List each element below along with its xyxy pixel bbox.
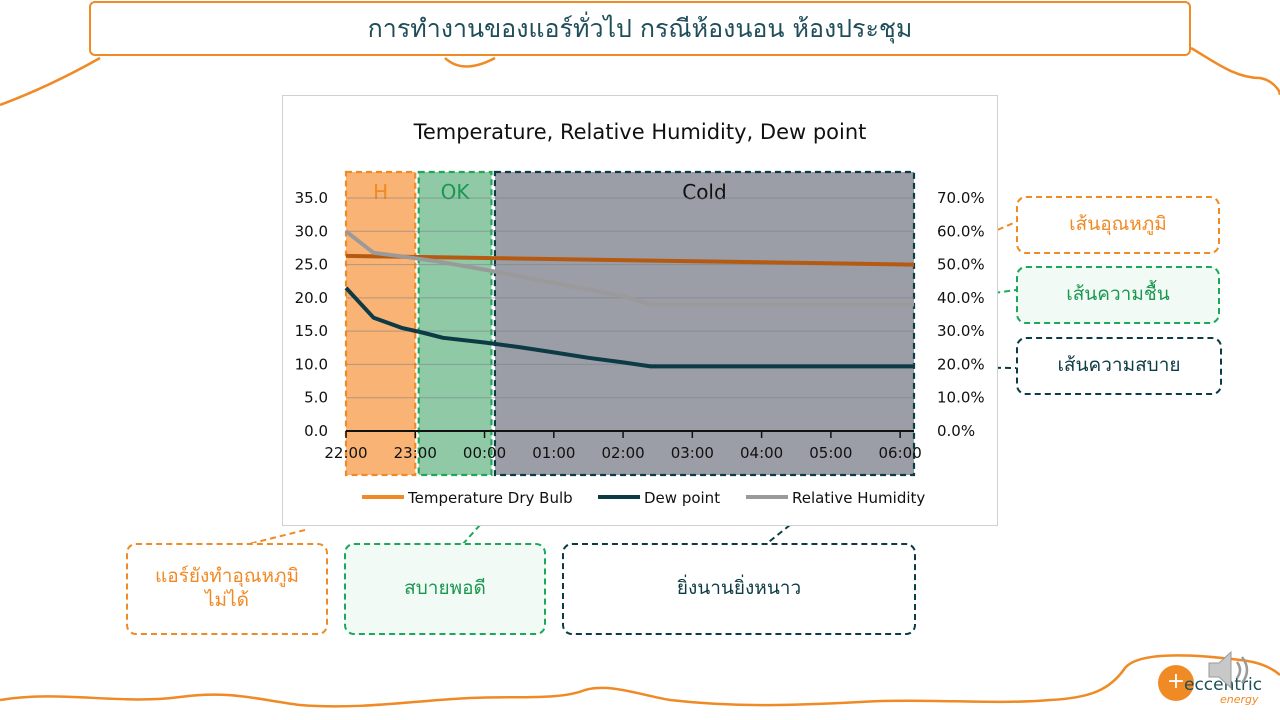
zone-label-2: Cold bbox=[682, 180, 726, 204]
slide-title: การทำงานของแอร์ทั่วไป กรณีห้องนอน ห้องปร… bbox=[89, 1, 1191, 56]
zone-ok-callout: สบายพอดี bbox=[344, 543, 546, 635]
y-right-tick-label: 0.0% bbox=[937, 422, 975, 440]
series-line-0 bbox=[345, 253, 915, 267]
y-right-tick-label: 10.0% bbox=[937, 389, 985, 407]
zone-label-1: OK bbox=[441, 180, 471, 204]
chart-series bbox=[344, 229, 915, 369]
y-left-tick-label: 10.0 bbox=[295, 355, 328, 373]
x-tick-label: 03:00 bbox=[671, 444, 714, 462]
y-left-tick-label: 5.0 bbox=[304, 389, 328, 407]
y-right-tick-label: 40.0% bbox=[937, 289, 985, 307]
y-left-tick-label: 25.0 bbox=[295, 256, 328, 274]
y-right-tick-label: 70.0% bbox=[937, 189, 985, 207]
zone-1 bbox=[417, 170, 493, 477]
series-line-2 bbox=[344, 229, 914, 307]
x-tick-label: 06:00 bbox=[879, 444, 922, 462]
logo-plus-icon: + bbox=[1158, 665, 1194, 701]
legend-label-1: Dew point bbox=[644, 489, 720, 507]
chart: H OK Cold 0.05.010.015.020.025.030.035.00.… bbox=[295, 120, 985, 507]
y-right-tick-label: 50.0% bbox=[937, 256, 985, 274]
x-tick-label: 02:00 bbox=[601, 444, 644, 462]
y-right-tick-label: 60.0% bbox=[937, 222, 985, 240]
y-left-tick-label: 15.0 bbox=[295, 322, 328, 340]
y-left-tick-label: 20.0 bbox=[295, 289, 328, 307]
y-right-tick-label: 20.0% bbox=[937, 355, 985, 373]
comfort-line-callout: เส้นความสบาย bbox=[1016, 337, 1222, 395]
zone-cold-callout: ยิ่งนานยิ่งหนาว bbox=[562, 543, 916, 635]
chart-legend: Temperature Dry Bulb Dew point Relative Hu… bbox=[362, 489, 925, 507]
chart-title: Temperature, Relative Humidity, Dew poin… bbox=[413, 120, 867, 144]
x-tick-label: 22:00 bbox=[324, 444, 367, 462]
x-tick-label: 04:00 bbox=[740, 444, 783, 462]
series-line-1 bbox=[344, 286, 914, 369]
y-left-tick-label: 30.0 bbox=[295, 222, 328, 240]
y-left-tick-label: 35.0 bbox=[295, 189, 328, 207]
y-right-tick-label: 30.0% bbox=[937, 322, 985, 340]
humidity-line-callout: เส้นความชื้น bbox=[1016, 266, 1220, 324]
zone-2 bbox=[493, 170, 916, 477]
logo-subtext: energy bbox=[1220, 693, 1259, 706]
zone-0 bbox=[344, 170, 417, 477]
zone-hot-callout: แอร์ยังทำอุณหภูมิ ไม่ได้ bbox=[126, 543, 328, 635]
legend-label-0: Temperature Dry Bulb bbox=[407, 489, 573, 507]
x-tick-label: 00:00 bbox=[463, 444, 506, 462]
temp-line-callout: เส้นอุณหภูมิ bbox=[1016, 196, 1220, 254]
x-tick-label: 05:00 bbox=[809, 444, 852, 462]
x-tick-label: 01:00 bbox=[532, 444, 575, 462]
chart-zones: H OK Cold bbox=[344, 170, 916, 477]
chart-axes: 0.0 5.0 10.0 15.0 20.0 25.0 30.0 35.0 0.0% 10.0% 2… bbox=[295, 189, 985, 462]
legend-label-2: Relative Humidity bbox=[792, 489, 925, 507]
y-left-tick-label: 0.0 bbox=[304, 422, 328, 440]
zone-label-0: H bbox=[373, 180, 388, 204]
speaker-icon[interactable] bbox=[1205, 648, 1257, 692]
x-tick-label: 23:00 bbox=[394, 444, 437, 462]
